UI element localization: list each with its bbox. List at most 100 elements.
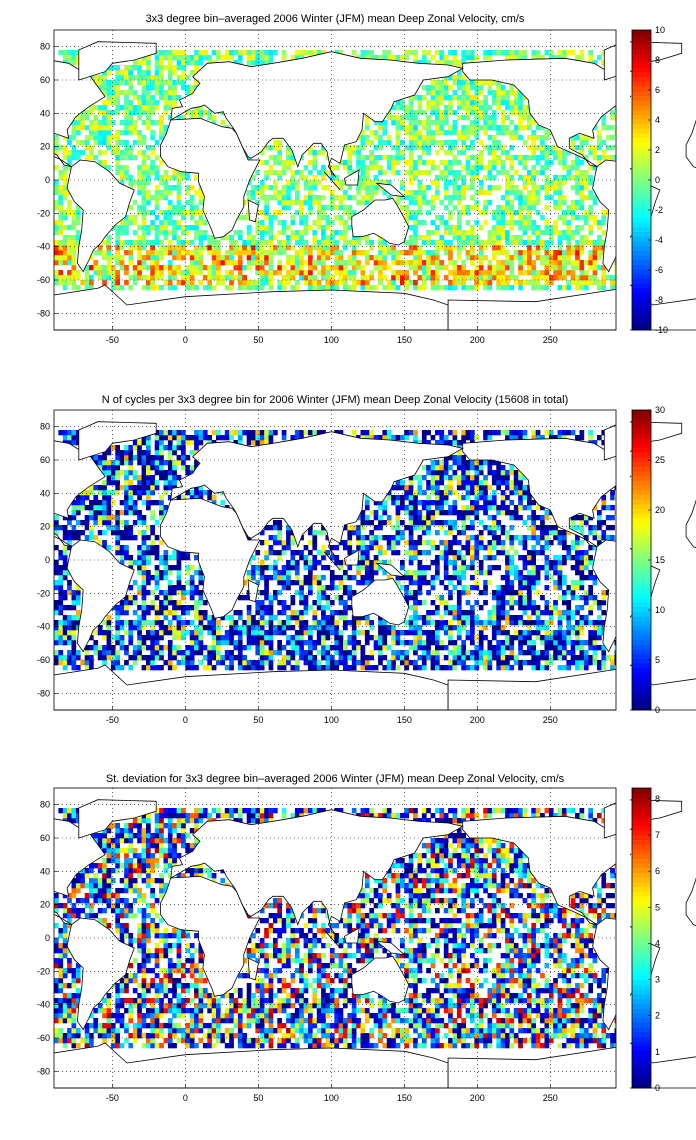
data-cell: [119, 620, 125, 626]
data-cell: [286, 545, 291, 551]
data-cell: [181, 655, 186, 661]
data-cell: [316, 285, 322, 291]
data-cell: [443, 645, 449, 651]
data-cell: [255, 620, 261, 626]
data-cell: [570, 265, 576, 271]
data-cell: [491, 275, 497, 281]
data-cell: [443, 560, 449, 566]
data-cell: [435, 150, 440, 156]
data-cell: [264, 205, 269, 211]
data-cell: [308, 645, 313, 651]
data-cell: [273, 570, 278, 576]
data-cell: [522, 280, 528, 286]
data-cell: [246, 50, 252, 56]
data-cell: [264, 430, 269, 436]
data-cell: [487, 260, 493, 266]
data-cell: [237, 230, 243, 236]
data-cell: [351, 195, 357, 201]
data-cell: [557, 245, 563, 251]
data-cell: [334, 245, 339, 251]
data-cell: [237, 260, 243, 266]
data-cell: [124, 100, 129, 106]
data-cell: [128, 485, 134, 491]
data-cell: [373, 155, 379, 161]
data-cell: [268, 220, 274, 226]
data-cell: [176, 635, 182, 641]
data-cell: [211, 50, 217, 56]
data-cell: [181, 595, 186, 601]
data-cell: [229, 625, 234, 631]
data-cell: [198, 210, 204, 216]
data-cell: [452, 235, 458, 241]
data-cell: [89, 530, 94, 536]
data-cell: [54, 180, 59, 186]
data-cell: [167, 485, 173, 491]
data-cell: [102, 645, 107, 651]
data-cell: [343, 270, 348, 276]
data-cell: [54, 280, 59, 286]
data-cell: [255, 285, 261, 291]
data-cell: [246, 645, 252, 651]
data-cell: [439, 85, 445, 91]
data-cell: [176, 555, 182, 561]
data-cell: [421, 95, 427, 101]
data-cell: [137, 585, 142, 591]
data-cell: [303, 240, 309, 246]
data-cell: [500, 110, 506, 116]
data-cell: [181, 280, 186, 286]
data-cell: [443, 625, 449, 631]
data-cell: [62, 145, 68, 151]
data-cell: [443, 550, 449, 556]
data-cell: [382, 190, 388, 196]
data-cell: [202, 435, 208, 441]
data-cell: [54, 515, 59, 521]
data-cell: [478, 125, 484, 131]
data-cell: [242, 665, 247, 671]
data-cell: [421, 50, 427, 56]
data-cell: [159, 645, 164, 651]
data-cell: [474, 90, 480, 96]
data-cell: [150, 85, 155, 91]
data-cell: [487, 185, 493, 191]
data-cell: [58, 255, 64, 261]
data-cell: [189, 590, 195, 596]
data-cell: [124, 140, 129, 146]
data-cell: [400, 55, 405, 61]
data-cell: [544, 135, 550, 141]
data-cell: [211, 630, 217, 636]
data-cell: [386, 660, 392, 666]
data-cell: [597, 265, 602, 271]
data-cell: [404, 430, 409, 436]
data-cell: [430, 195, 436, 201]
data-cell: [137, 175, 142, 181]
data-cell: [237, 55, 243, 61]
data-cell: [198, 640, 204, 646]
data-cell: [159, 605, 164, 611]
data-cell: [505, 115, 510, 121]
data-cell: [286, 255, 291, 261]
data-cell: [124, 470, 129, 476]
data-cell: [75, 535, 81, 541]
data-cell: [321, 285, 326, 291]
data-cell: [268, 535, 274, 541]
data-cell: [435, 530, 440, 536]
data-cell: [553, 200, 558, 206]
data-cell: [522, 215, 528, 221]
data-cell: [597, 55, 602, 61]
data-cell: [62, 150, 68, 156]
data-cell: [369, 540, 374, 546]
data-cell: [487, 175, 493, 181]
data-cell: [181, 60, 186, 66]
data-cell: [321, 645, 326, 651]
data-cell: [338, 180, 344, 186]
data-cell: [264, 440, 269, 446]
data-cell: [146, 145, 151, 151]
map-panel-2: N of cycles per 3x3 degree bin for 2006 …: [0, 394, 696, 725]
data-cell: [255, 270, 261, 276]
data-cell: [176, 270, 182, 276]
data-cell: [172, 605, 177, 611]
data-cell: [294, 250, 300, 256]
data-cell: [321, 175, 326, 181]
data-cell: [562, 265, 567, 271]
data-cell: [137, 70, 142, 76]
